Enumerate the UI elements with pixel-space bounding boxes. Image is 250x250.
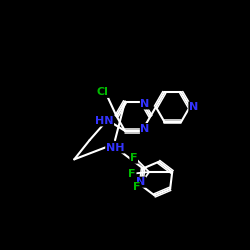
Text: N: N xyxy=(140,99,150,109)
Text: N: N xyxy=(189,102,198,112)
Text: NH: NH xyxy=(106,143,124,153)
Text: F: F xyxy=(133,182,140,192)
Text: N: N xyxy=(136,177,146,187)
Text: Cl: Cl xyxy=(97,87,109,97)
Text: HN: HN xyxy=(95,116,114,126)
Text: F: F xyxy=(130,153,138,163)
Text: N: N xyxy=(140,124,150,134)
Text: F: F xyxy=(128,168,136,178)
